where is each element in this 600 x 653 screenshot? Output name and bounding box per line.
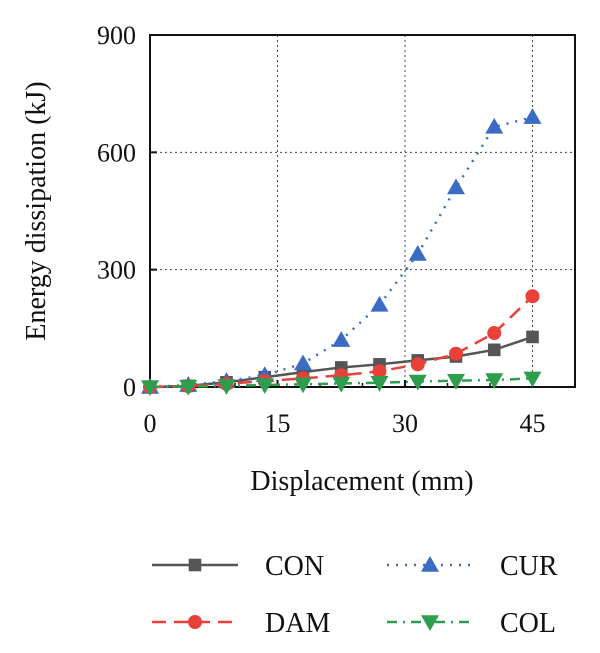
data-point-dam — [372, 364, 387, 379]
legend-item-dam: DAM — [152, 608, 330, 639]
data-point-con — [487, 343, 501, 357]
data-point-dam — [487, 326, 502, 341]
y-axis-title: Energy dissipation (kJ) — [21, 81, 52, 340]
legend-item-cur: CUR — [387, 551, 558, 582]
data-point-dam — [525, 289, 540, 304]
data-point-col — [179, 379, 198, 396]
data-point-col — [523, 371, 542, 388]
series-line-col — [149, 377, 533, 389]
data-point-col — [294, 377, 312, 394]
x-tick-label: 45 — [520, 409, 546, 438]
y-tick-label: 600 — [97, 138, 136, 167]
data-point-cur — [370, 295, 389, 312]
legend-label-con: CON — [265, 551, 324, 582]
grid — [150, 35, 575, 387]
data-point-col — [141, 380, 159, 396]
series — [141, 108, 542, 396]
legend-label-dam: DAM — [265, 608, 330, 639]
legend: CON CUR DAM COL — [152, 551, 558, 639]
series-line-cur — [149, 115, 533, 389]
data-point-dam — [448, 346, 464, 361]
axis-ticks: 0 15 30 45 0 300 600 900 — [97, 21, 546, 438]
data-point-cur — [294, 354, 312, 371]
legend-marker-cur — [421, 556, 439, 572]
legend-label-col: COL — [500, 608, 556, 639]
legend-item-con: CON — [152, 551, 324, 582]
data-point-col — [255, 378, 274, 395]
legend-item-col: COL — [387, 608, 556, 639]
data-point-col — [485, 373, 504, 389]
y-tick-label: 900 — [97, 21, 136, 50]
legend-marker-col — [421, 615, 439, 631]
plot-frame — [149, 34, 576, 388]
legend-label-cur: CUR — [500, 551, 558, 582]
data-point-col — [217, 379, 236, 395]
data-point-col — [370, 375, 389, 392]
x-tick-label: 0 — [144, 409, 157, 438]
data-point-col — [447, 373, 465, 390]
legend-marker-dam — [187, 614, 203, 630]
data-point-cur — [332, 331, 351, 347]
data-point-con — [526, 330, 539, 344]
y-tick-label: 0 — [123, 373, 136, 402]
data-point-cur — [485, 117, 504, 134]
y-tick-label: 300 — [97, 256, 136, 285]
x-tick-label: 30 — [392, 409, 418, 438]
data-point-col — [332, 376, 351, 393]
data-point-col — [408, 374, 427, 391]
data-point-cur — [447, 178, 465, 195]
data-point-cur — [408, 245, 427, 261]
data-point-dam — [410, 357, 425, 372]
legend-marker-con — [188, 558, 202, 572]
x-axis-title: Displacement (mm) — [250, 466, 473, 497]
data-point-cur — [523, 108, 542, 124]
x-tick-label: 15 — [265, 409, 291, 438]
series-col — [141, 371, 542, 396]
